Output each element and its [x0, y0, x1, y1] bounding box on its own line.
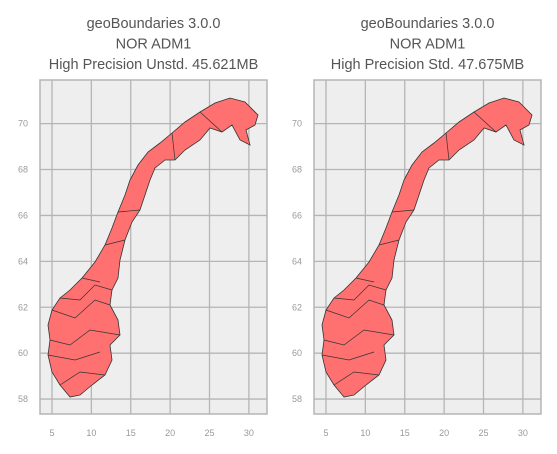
x-tick-label: 10	[360, 428, 370, 438]
panel-title: geoBoundaries 3.0.0	[87, 16, 221, 32]
x-tick-label: 20	[165, 428, 175, 438]
x-tick-label: 5	[49, 428, 54, 438]
panel-title: High Precision Unstd. 45.621MB	[49, 57, 259, 73]
x-tick-label: 20	[439, 428, 449, 438]
x-tick-label: 30	[518, 428, 528, 438]
x-tick-label: 30	[244, 428, 254, 438]
x-tick-label: 5	[323, 428, 328, 438]
panel-title: geoBoundaries 3.0.0	[361, 16, 495, 32]
y-tick-label: 60	[292, 348, 302, 358]
y-tick-label: 60	[18, 348, 28, 358]
panel-title: NOR ADM1	[390, 37, 466, 53]
y-tick-label: 58	[292, 394, 302, 404]
y-tick-label: 64	[18, 256, 28, 266]
y-tick-label: 70	[292, 119, 302, 129]
y-tick-label: 66	[18, 210, 28, 220]
x-tick-label: 15	[400, 428, 410, 438]
y-tick-label: 70	[18, 119, 28, 129]
panel-title: High Precision Std. 47.675MB	[331, 57, 524, 73]
y-tick-label: 68	[18, 165, 28, 175]
y-tick-label: 62	[292, 302, 302, 312]
y-tick-label: 66	[292, 210, 302, 220]
plot-frame	[39, 79, 268, 415]
y-tick-label: 58	[18, 394, 28, 404]
x-tick-label: 10	[86, 428, 96, 438]
x-tick-label: 25	[204, 428, 214, 438]
y-tick-label: 62	[18, 302, 28, 312]
plot-frame	[313, 79, 542, 415]
panel-title: NOR ADM1	[116, 37, 192, 53]
y-tick-label: 64	[292, 256, 302, 266]
map-panel: geoBoundaries 3.0.0 NOR ADM1 High Precisio…	[18, 16, 268, 438]
map-panel: geoBoundaries 3.0.0 NOR ADM1 High Precisio…	[292, 16, 542, 438]
x-tick-label: 15	[126, 428, 136, 438]
x-tick-label: 25	[478, 428, 488, 438]
y-tick-label: 68	[292, 165, 302, 175]
